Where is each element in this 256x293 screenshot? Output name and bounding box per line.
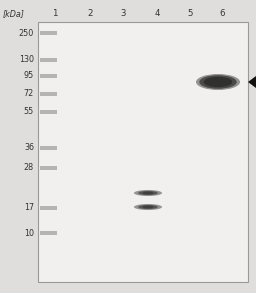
Text: 95: 95 — [24, 71, 34, 81]
Polygon shape — [248, 76, 256, 88]
Bar — [40, 231, 57, 235]
Bar — [40, 206, 57, 210]
Text: 6: 6 — [219, 9, 225, 18]
Ellipse shape — [142, 206, 154, 208]
Text: [kDa]: [kDa] — [3, 9, 25, 18]
Bar — [40, 166, 57, 170]
Text: 36: 36 — [24, 144, 34, 152]
Bar — [40, 74, 57, 78]
Ellipse shape — [196, 74, 240, 90]
Ellipse shape — [138, 205, 158, 209]
Ellipse shape — [199, 75, 237, 89]
Bar — [40, 31, 57, 35]
Ellipse shape — [142, 192, 154, 194]
Bar — [40, 110, 57, 114]
Text: 5: 5 — [187, 9, 193, 18]
Text: 250: 250 — [19, 28, 34, 38]
Text: 10: 10 — [24, 229, 34, 238]
Text: 72: 72 — [24, 89, 34, 98]
Text: 2: 2 — [87, 9, 93, 18]
Text: 130: 130 — [19, 55, 34, 64]
Text: 28: 28 — [24, 163, 34, 173]
Text: 17: 17 — [24, 204, 34, 212]
Text: 55: 55 — [24, 108, 34, 117]
Bar — [40, 146, 57, 150]
Ellipse shape — [204, 77, 232, 87]
Text: 1: 1 — [52, 9, 58, 18]
Ellipse shape — [134, 190, 162, 196]
Bar — [40, 92, 57, 96]
Text: 4: 4 — [154, 9, 160, 18]
Bar — [38, 22, 248, 282]
Ellipse shape — [134, 204, 162, 210]
Bar — [40, 58, 57, 62]
Text: 3: 3 — [120, 9, 126, 18]
Ellipse shape — [138, 191, 158, 195]
